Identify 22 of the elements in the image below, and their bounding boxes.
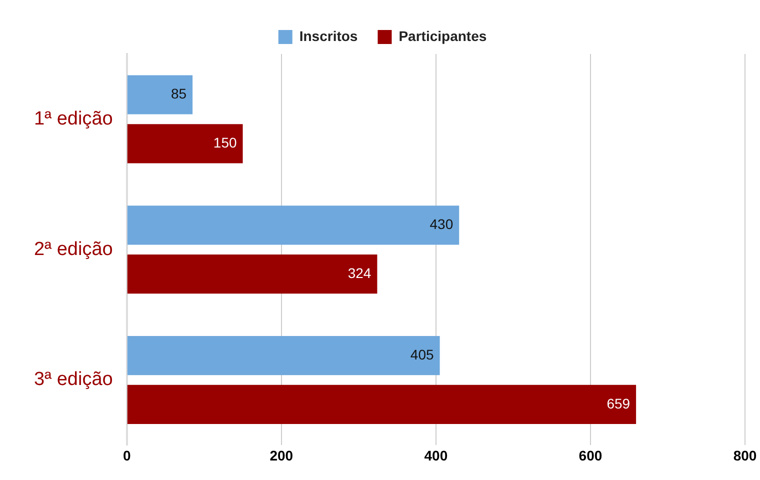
y-tick-label: 2ª edição: [34, 238, 113, 260]
data-label: 324: [348, 264, 372, 281]
x-tick-label: 800: [733, 447, 757, 464]
y-tick-label: 1ª edição: [34, 108, 113, 130]
x-tick-label: 400: [424, 447, 448, 464]
legend-label: Inscritos: [299, 28, 358, 44]
bar: [127, 254, 378, 294]
data-label: 85: [170, 86, 187, 102]
y-tick-label: 3ª edição: [34, 369, 113, 390]
bar: [127, 206, 460, 245]
x-tick-label: 0: [122, 447, 131, 464]
x-tick-label: 600: [578, 447, 602, 464]
bar: [127, 75, 193, 114]
data-label: 150: [213, 134, 237, 151]
data-label: 659: [606, 395, 630, 412]
bar: [127, 124, 243, 164]
x-tick-label: 200: [270, 447, 294, 464]
bar: [127, 384, 636, 424]
data-label: 430: [430, 216, 454, 232]
legend-label: Participantes: [398, 28, 487, 44]
bar: [127, 336, 440, 376]
data-label: 405: [410, 346, 434, 362]
